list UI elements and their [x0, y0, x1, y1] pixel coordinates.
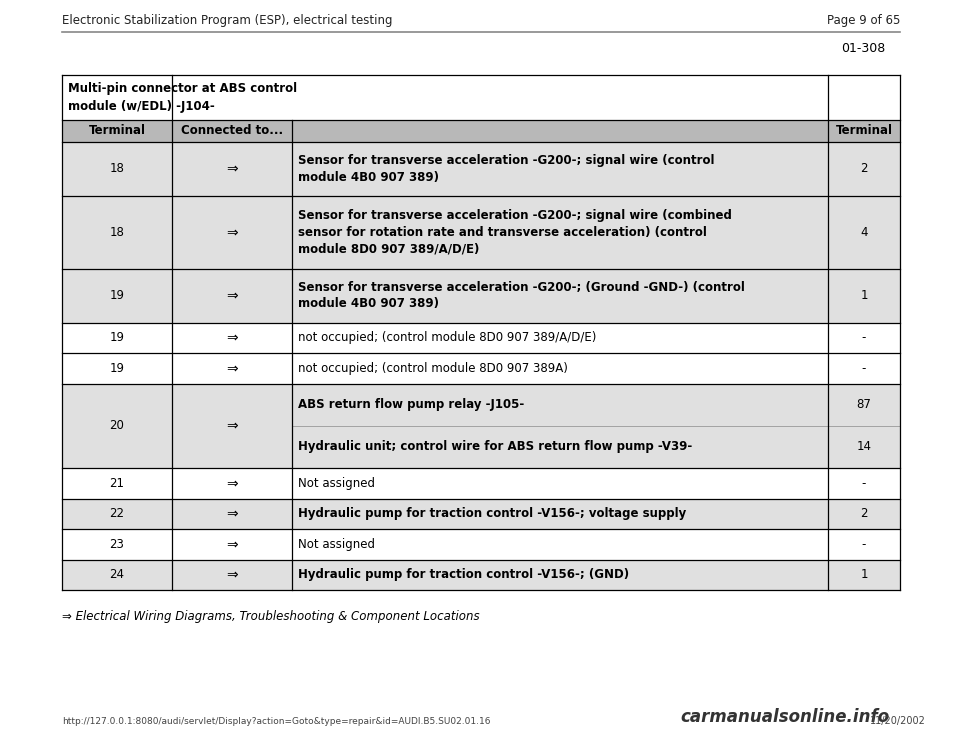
Text: Connected to...: Connected to...	[180, 125, 283, 137]
Text: 01-308: 01-308	[841, 42, 885, 54]
Text: 2: 2	[860, 508, 868, 520]
Text: 19: 19	[109, 362, 125, 375]
Text: 19: 19	[109, 289, 125, 302]
Text: 2: 2	[860, 162, 868, 175]
Text: 22: 22	[109, 508, 125, 520]
Text: 23: 23	[109, 538, 125, 551]
Text: carmanualsonline.info: carmanualsonline.info	[680, 708, 889, 726]
Text: http://127.0.0.1:8080/audi/servlet/Display?action=Goto&type=repair&id=AUDI.B5.SU: http://127.0.0.1:8080/audi/servlet/Displ…	[62, 717, 491, 726]
Text: ⇒: ⇒	[227, 507, 238, 521]
Text: ⇒: ⇒	[227, 289, 238, 303]
Bar	[62, 142, 900, 196]
Bar	[62, 323, 900, 353]
Text: ⇒: ⇒	[227, 418, 238, 433]
Bar	[62, 120, 900, 142]
Text: 1: 1	[860, 289, 868, 302]
Text: Terminal: Terminal	[88, 125, 146, 137]
Text: -: -	[862, 477, 866, 490]
Text: ⇒: ⇒	[227, 162, 238, 176]
Text: 11/20/2002: 11/20/2002	[870, 716, 925, 726]
Text: 1: 1	[860, 568, 868, 581]
Text: Sensor for transverse acceleration -G200-; (Ground -GND-) (control
module 4B0 90: Sensor for transverse acceleration -G200…	[298, 281, 745, 310]
Text: ⇒: ⇒	[227, 568, 238, 582]
Text: 21: 21	[109, 477, 125, 490]
Bar	[62, 529, 900, 559]
Bar	[62, 269, 900, 323]
Text: ⇒: ⇒	[227, 361, 238, 375]
Text: 18: 18	[109, 226, 125, 239]
Text: Terminal: Terminal	[835, 125, 893, 137]
Text: ⇒: ⇒	[227, 331, 238, 345]
Text: -: -	[862, 332, 866, 344]
Text: 4: 4	[860, 226, 868, 239]
Text: 20: 20	[109, 419, 125, 433]
Text: Not assigned: Not assigned	[298, 477, 375, 490]
Text: 19: 19	[109, 332, 125, 344]
Text: Multi-pin connector at ABS control
module (w/EDL) -J104-: Multi-pin connector at ABS control modul…	[68, 82, 298, 113]
Bar	[62, 384, 900, 468]
Bar	[62, 75, 900, 590]
Text: 24: 24	[109, 568, 125, 581]
Text: -: -	[862, 538, 866, 551]
Text: 87: 87	[856, 398, 872, 411]
Text: Hydraulic unit; control wire for ABS return flow pump -V39-: Hydraulic unit; control wire for ABS ret…	[298, 441, 692, 453]
Text: 18: 18	[109, 162, 125, 175]
Text: ⇒: ⇒	[227, 476, 238, 490]
Bar	[62, 75, 900, 120]
Text: 14: 14	[856, 441, 872, 453]
Bar	[62, 353, 900, 384]
Text: not occupied; (control module 8D0 907 389A): not occupied; (control module 8D0 907 38…	[298, 362, 568, 375]
Bar	[62, 559, 900, 590]
Text: Sensor for transverse acceleration -G200-; signal wire (combined
sensor for rota: Sensor for transverse acceleration -G200…	[298, 209, 732, 255]
Text: ⇒: ⇒	[227, 537, 238, 551]
Bar	[62, 499, 900, 529]
Bar	[62, 196, 900, 269]
Text: Sensor for transverse acceleration -G200-; signal wire (control
module 4B0 907 3: Sensor for transverse acceleration -G200…	[298, 154, 714, 184]
Text: Hydraulic pump for traction control -V156-; (GND): Hydraulic pump for traction control -V15…	[298, 568, 629, 581]
Bar	[62, 468, 900, 499]
Text: ⇒ Electrical Wiring Diagrams, Troubleshooting & Component Locations: ⇒ Electrical Wiring Diagrams, Troublesho…	[62, 610, 480, 623]
Text: Electronic Stabilization Program (ESP), electrical testing: Electronic Stabilization Program (ESP), …	[62, 14, 393, 27]
Text: Hydraulic pump for traction control -V156-; voltage supply: Hydraulic pump for traction control -V15…	[298, 508, 686, 520]
Text: ABS return flow pump relay -J105-: ABS return flow pump relay -J105-	[298, 398, 524, 411]
Text: ⇒: ⇒	[227, 226, 238, 240]
Text: -: -	[862, 362, 866, 375]
Text: Page 9 of 65: Page 9 of 65	[827, 14, 900, 27]
Text: not occupied; (control module 8D0 907 389/A/D/E): not occupied; (control module 8D0 907 38…	[298, 332, 596, 344]
Text: Not assigned: Not assigned	[298, 538, 375, 551]
